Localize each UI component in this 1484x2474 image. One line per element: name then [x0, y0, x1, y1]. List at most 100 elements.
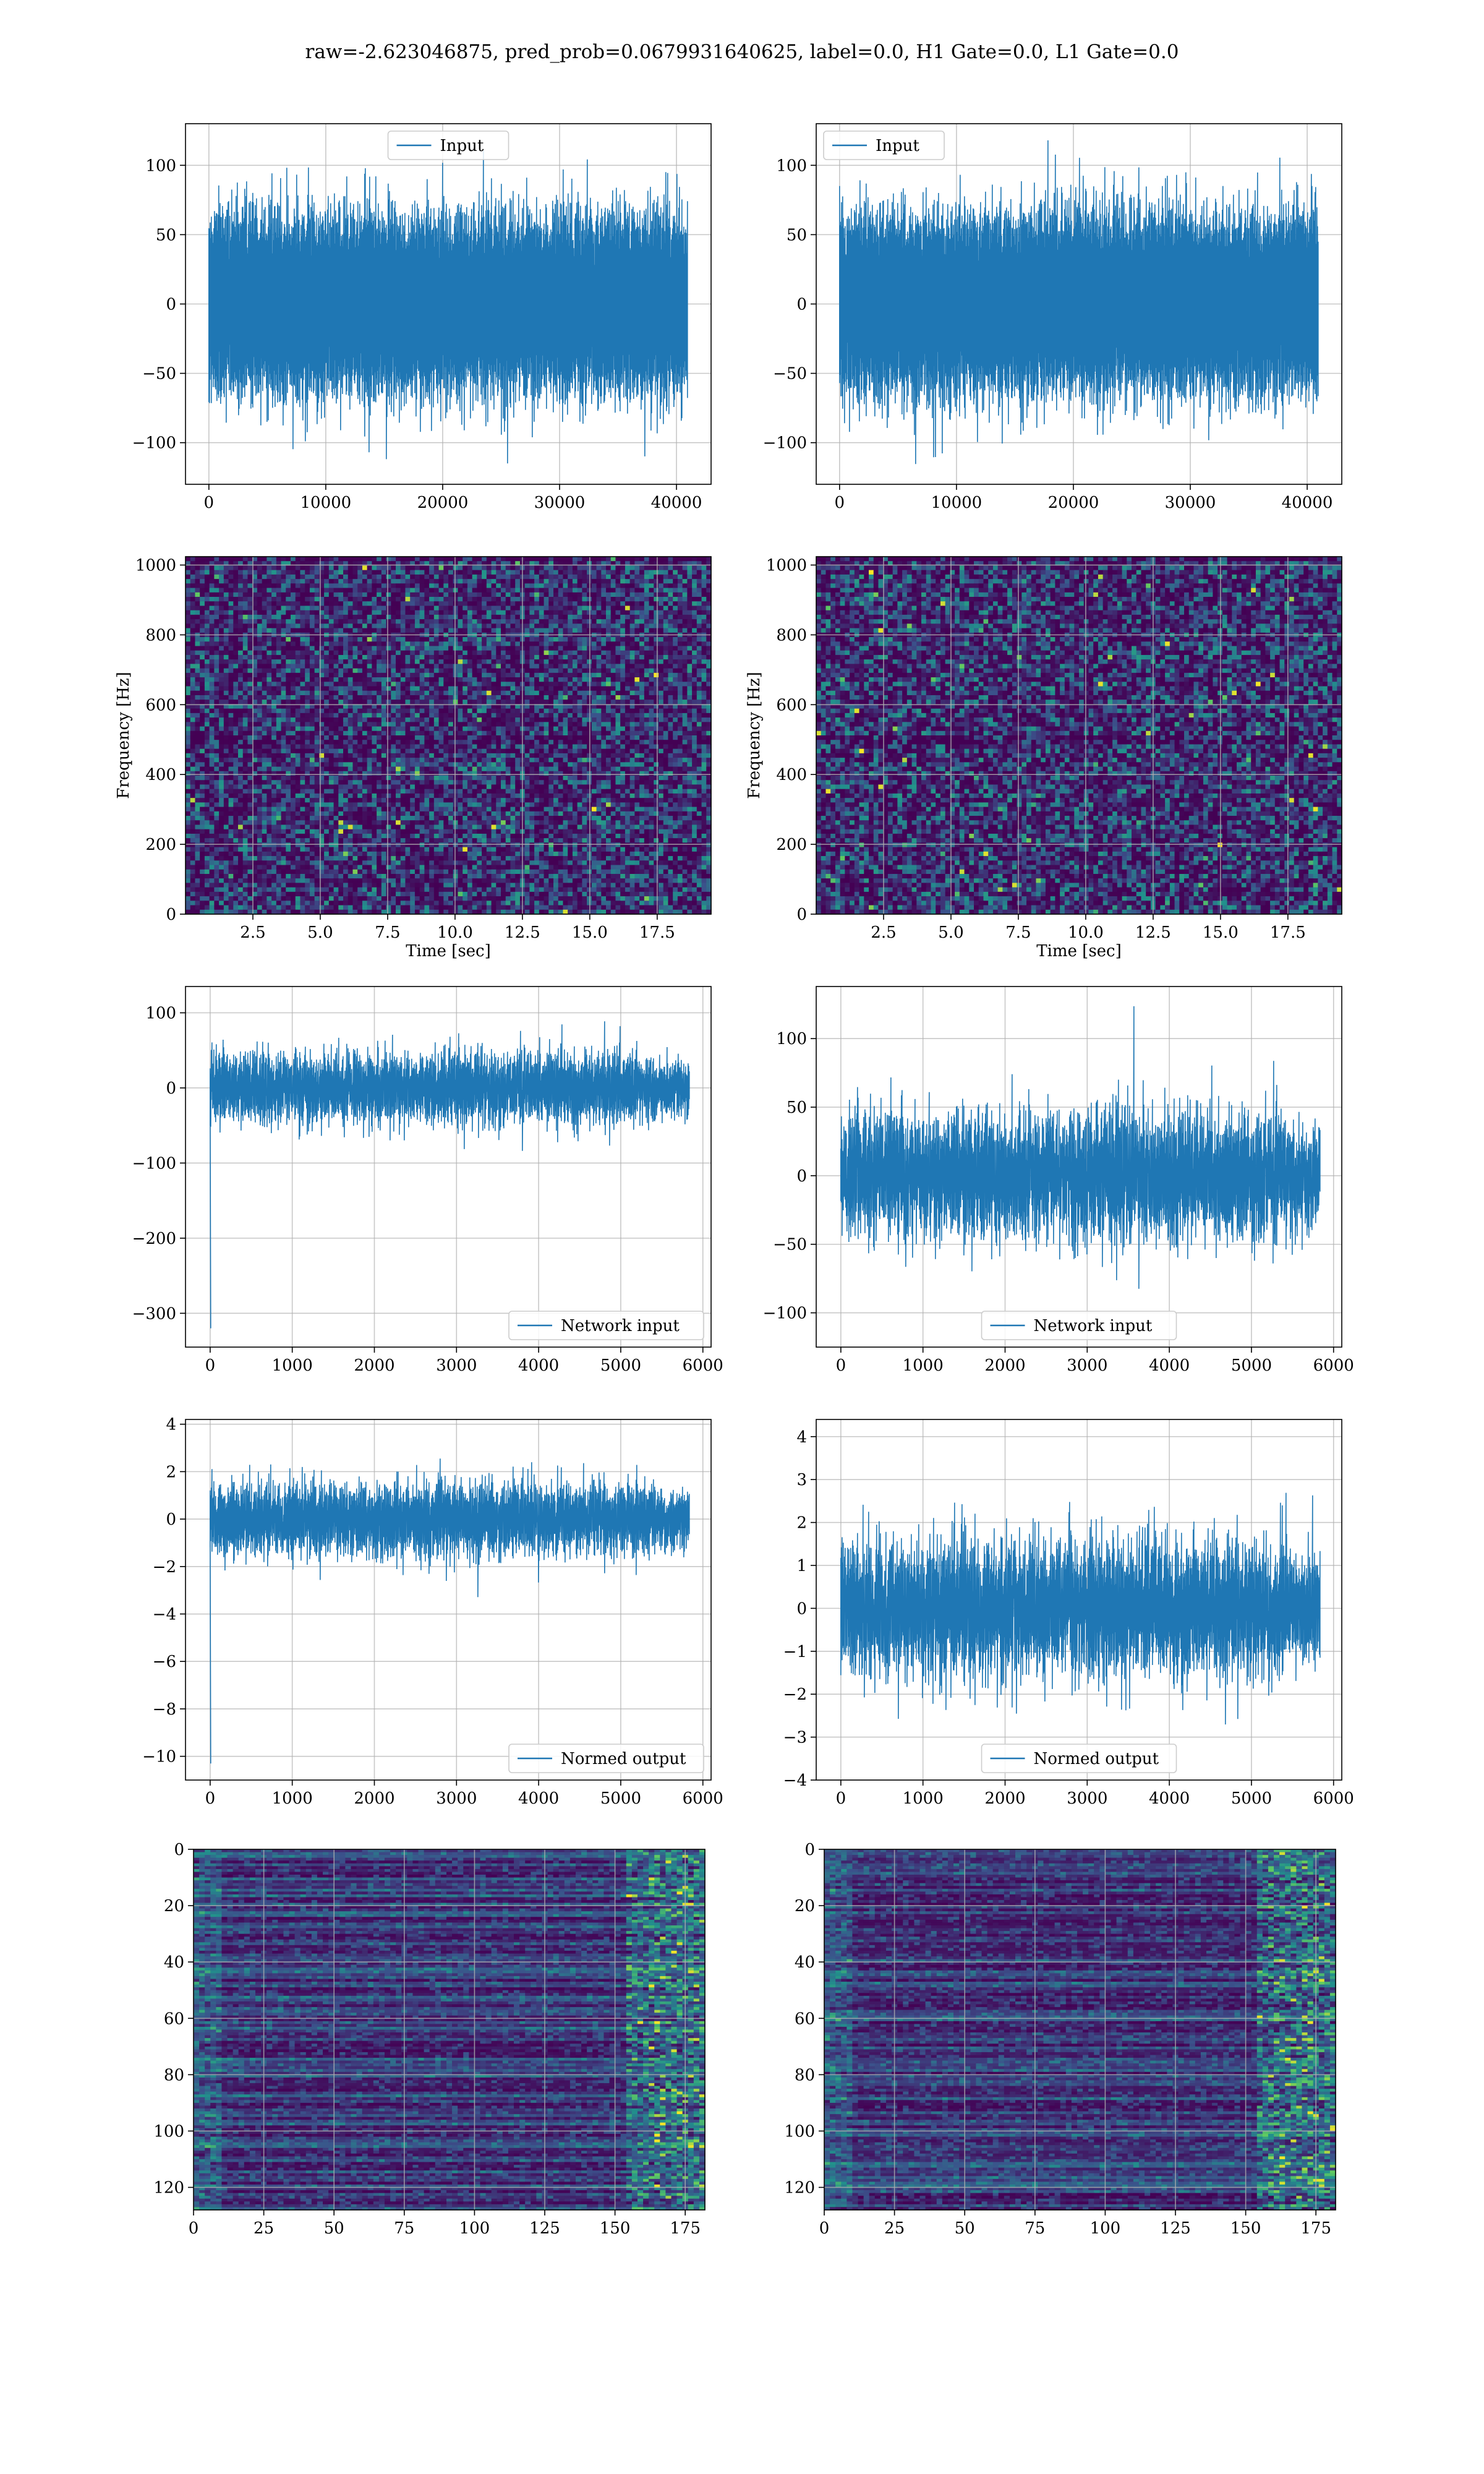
heatmap-cell	[410, 583, 415, 588]
heatmap-cell	[338, 557, 343, 562]
heatmap-cell	[597, 570, 602, 575]
heatmap-cell	[506, 575, 511, 580]
heatmap-cell	[644, 557, 649, 562]
subplot-input-left: 0 10000 20000 30000 40000−100−50050100Input	[132, 124, 711, 512]
heatmap-cell	[573, 557, 578, 562]
series-line	[209, 151, 688, 464]
heatmap-cell	[210, 565, 215, 570]
heatmap-cell	[205, 583, 210, 588]
heatmap-cell	[190, 579, 195, 584]
heatmap-cell	[515, 575, 520, 580]
heatmap-cell	[683, 557, 688, 562]
heatmap-cell	[386, 583, 391, 588]
heatmap-cell	[296, 575, 301, 580]
heatmap-cell	[324, 579, 329, 584]
heatmap-cell	[472, 565, 477, 570]
heatmap-cell	[257, 570, 262, 575]
heatmap-cell	[568, 575, 573, 580]
heatmap-cell	[472, 575, 477, 580]
heatmap-cell	[396, 583, 401, 588]
heatmap-cell	[558, 575, 563, 580]
heatmap-cell	[186, 557, 190, 562]
heatmap-cell	[443, 570, 448, 575]
heatmap-cell	[357, 583, 362, 588]
heatmap-cell	[673, 565, 678, 570]
heatmap-cell	[267, 565, 271, 570]
heatmap-cell	[401, 557, 406, 562]
heatmap-cell	[243, 583, 248, 588]
heatmap-cell	[186, 570, 190, 575]
heatmap-cell	[544, 579, 549, 584]
heatmap-cell	[372, 575, 377, 580]
heatmap-cell	[477, 570, 482, 575]
heatmap-cell	[663, 579, 668, 584]
heatmap-cell	[578, 557, 582, 562]
heatmap-cell	[429, 570, 434, 575]
heatmap-cell	[420, 583, 425, 588]
heatmap-cell	[357, 570, 362, 575]
heatmap-cell	[482, 570, 487, 575]
heatmap-cell	[224, 583, 229, 588]
heatmap-cell	[544, 570, 549, 575]
heatmap-cell	[463, 565, 467, 570]
heatmap-cell	[424, 565, 429, 570]
x-tick-label: 10000	[931, 494, 983, 512]
heatmap-cell	[510, 557, 515, 562]
heatmap-cell	[453, 557, 458, 562]
heatmap-cell	[443, 575, 448, 580]
heatmap-cell	[573, 575, 578, 580]
heatmap-cell	[620, 575, 625, 580]
heatmap-cell	[477, 583, 482, 588]
heatmap-cell	[501, 579, 506, 584]
heatmap-cell	[195, 583, 200, 588]
heatmap-cell	[592, 575, 597, 580]
heatmap-cell	[611, 565, 616, 570]
legend: Input	[388, 131, 509, 160]
heatmap-cell	[453, 579, 458, 584]
heatmap-cell	[210, 583, 215, 588]
heatmap-cell	[625, 570, 630, 575]
heatmap-cell	[510, 579, 515, 584]
x-tick-label: 40000	[651, 494, 702, 512]
heatmap-cell	[352, 575, 357, 580]
heatmap-cell	[357, 575, 362, 580]
heatmap-cell	[334, 557, 339, 562]
heatmap-cell	[238, 557, 243, 562]
heatmap-cell	[210, 570, 215, 575]
heatmap-cell	[630, 579, 635, 584]
heatmap-cell	[558, 579, 563, 584]
heatmap-cell	[276, 575, 281, 580]
heatmap-cell	[592, 557, 597, 562]
heatmap-cell	[200, 565, 205, 570]
heatmap-cell	[467, 579, 472, 584]
heatmap-cell	[386, 570, 391, 575]
heatmap-cell	[563, 570, 568, 575]
heatmap-cell	[443, 579, 448, 584]
heatmap-cell	[597, 575, 602, 580]
heatmap-cell	[434, 565, 439, 570]
heatmap-cell	[343, 570, 348, 575]
heatmap-cell	[205, 575, 210, 580]
heatmap-cell	[487, 570, 492, 575]
heatmap-cell	[477, 575, 482, 580]
heatmap-cell	[186, 565, 190, 570]
heatmap-cell	[186, 579, 190, 584]
heatmap-cell	[190, 570, 195, 575]
heatmap-cell	[420, 575, 425, 580]
heatmap-cell	[214, 583, 219, 588]
heatmap-cell	[291, 570, 296, 575]
heatmap-cell	[529, 565, 534, 570]
heatmap-cell	[300, 583, 305, 588]
heatmap-cell	[606, 557, 611, 562]
heatmap-cell	[472, 579, 477, 584]
heatmap-cell	[247, 579, 252, 584]
heatmap-cell	[382, 557, 386, 562]
heatmap-cell	[219, 579, 224, 584]
heatmap-cell	[649, 557, 654, 562]
heatmap-cell	[692, 575, 697, 580]
heatmap-cell	[367, 565, 372, 570]
heatmap-cell	[578, 570, 582, 575]
heatmap-cell	[281, 575, 286, 580]
heatmap-cell	[262, 575, 267, 580]
heatmap-cell	[453, 575, 458, 580]
